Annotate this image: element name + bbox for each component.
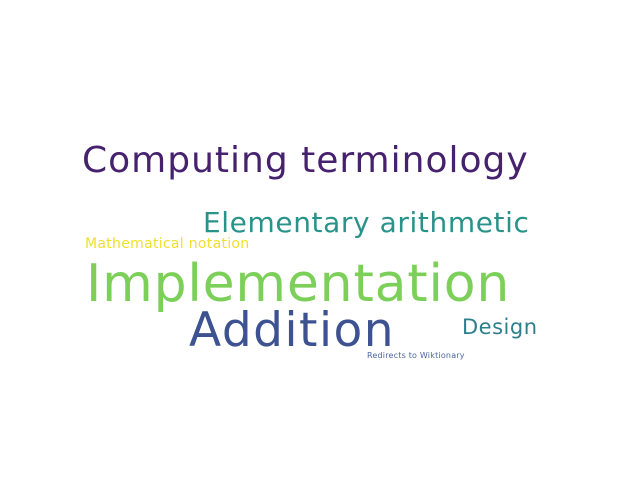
- word-elementary-arithmetic: Elementary arithmetic: [203, 206, 530, 239]
- word-addition: Addition: [189, 303, 396, 358]
- word-redirects-to-wiktionary: Redirects to Wiktionary: [367, 351, 465, 360]
- word-design: Design: [462, 315, 538, 339]
- word-computing-terminology: Computing terminology: [82, 140, 529, 181]
- word-mathematical-notation: Mathematical notation: [85, 236, 250, 252]
- word-implementation: Implementation: [86, 254, 511, 314]
